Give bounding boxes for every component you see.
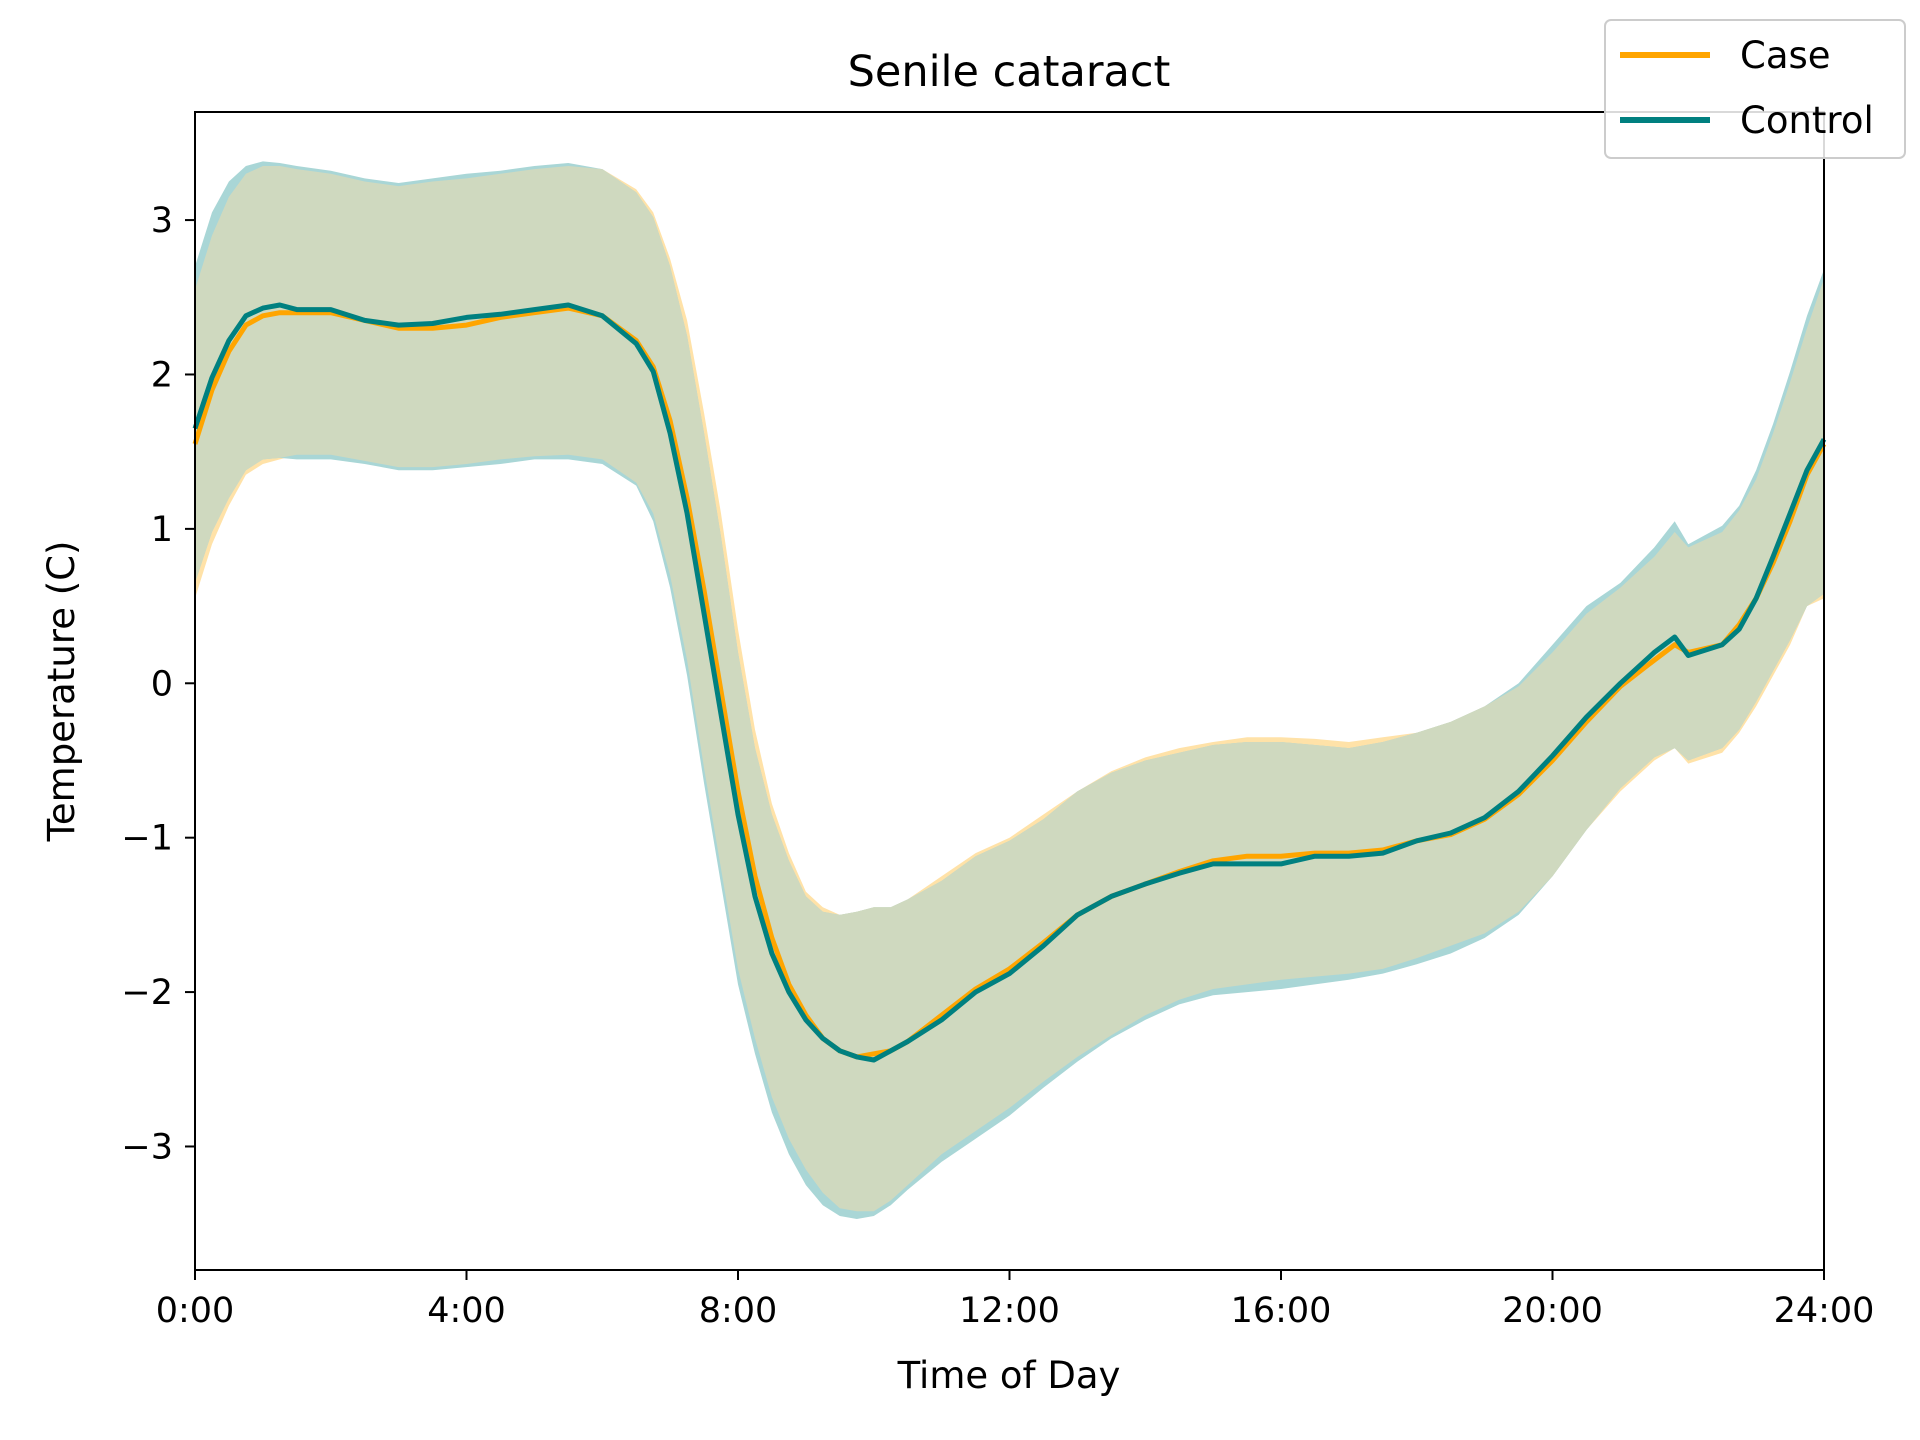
y-tick-label: −1 xyxy=(121,819,173,859)
y-tick-label: −3 xyxy=(121,1127,173,1167)
y-axis-label: Temperature (C) xyxy=(40,541,83,843)
x-tick-label: 0:00 xyxy=(156,1291,235,1331)
x-tick-label: 4:00 xyxy=(427,1291,506,1331)
legend-label-control: Control xyxy=(1740,99,1874,142)
y-tick-label: −2 xyxy=(121,973,173,1013)
y-tick-label: 1 xyxy=(151,510,173,550)
confidence-bands xyxy=(195,161,1824,1219)
chart-title: Senile cataract xyxy=(848,47,1171,97)
band-overlap xyxy=(195,166,1824,1212)
y-tick-label: 2 xyxy=(151,355,173,395)
legend: Case Control xyxy=(1604,19,1906,159)
x-tick-label: 8:00 xyxy=(699,1291,778,1331)
x-axis-label: Time of Day xyxy=(897,1354,1121,1397)
plot-area xyxy=(192,161,1827,1219)
line-control xyxy=(192,302,1827,1063)
x-tick-label: 20:00 xyxy=(1502,1291,1603,1331)
series-lines xyxy=(192,302,1827,1063)
y-axis-ticks: 3 2 1 0 −1 −2 −3 xyxy=(121,201,195,1167)
legend-label-case: Case xyxy=(1740,34,1831,77)
y-tick-label: 3 xyxy=(151,201,173,241)
x-tick-label: 16:00 xyxy=(1231,1291,1332,1331)
y-tick-label: 0 xyxy=(151,664,173,704)
x-tick-label: 12:00 xyxy=(959,1291,1060,1331)
x-axis-ticks: 0:00 4:00 8:00 12:00 16:00 20:00 24:00 xyxy=(156,1270,1875,1331)
x-tick-label: 24:00 xyxy=(1774,1291,1875,1331)
